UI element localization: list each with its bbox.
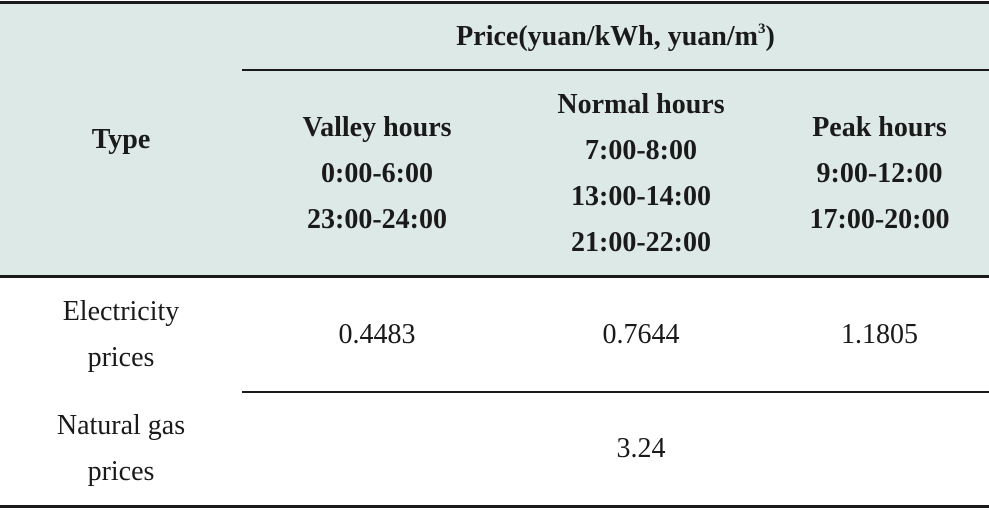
header-background [0,2,989,276]
period-line: 9:00-12:00 [816,157,943,189]
price-suffix: ) [765,21,775,52]
cell-value: 1.1805 [841,318,918,350]
row-label-line: prices [87,341,155,373]
cell-value: 0.4483 [338,318,416,350]
type-header: Type [0,4,242,276]
peak-header: Peak hours 9:00-12:00 17:00-20:00 [770,71,989,276]
cell: 0.7644 [512,278,770,391]
cell-value: 0.7644 [602,318,680,350]
row-label-line: Natural gas [56,410,186,441]
row-label: Natural gas prices [0,393,242,505]
period-line: 23:00-24:00 [307,203,447,235]
period-line: 21:00-22:00 [571,226,711,258]
period-line: 17:00-20:00 [809,203,950,235]
price-header: Price(yuan/kWh, yuan/m3) [242,4,989,70]
price-superscript: 3 [757,21,766,37]
row-label: Electricity prices [0,278,242,391]
period-line: 7:00-8:00 [585,134,697,166]
period-line: 13:00-14:00 [571,180,711,212]
price-text: Price(yuan/kWh, yuan/m [456,21,758,52]
period-line: Valley hours [302,111,452,143]
cell: 0.4483 [242,278,512,391]
valley-header: Valley hours 0:00-6:00 23:00-24:00 [242,71,512,276]
cell-value: 3.24 [616,433,666,464]
top-rule [0,1,989,4]
bottom-rule [0,505,989,508]
cell: 1.1805 [770,278,989,391]
period-line: 0:00-6:00 [321,157,433,189]
type-header-text: Type [91,124,151,155]
row-label-line: prices [87,456,155,487]
period-line: Normal hours [557,88,725,120]
cell: 3.24 [512,393,770,505]
header-bottom-rule [0,275,989,278]
normal-header: Normal hours 7:00-8:00 13:00-14:00 21:00-22… [512,71,770,276]
row-label-line: Electricity [62,295,180,327]
row-rule [242,391,989,393]
price-header-text: Price(yuan/kWh, yuan/m3) [456,14,775,60]
header-rule [242,69,989,71]
period-line: Peak hours [812,111,947,143]
